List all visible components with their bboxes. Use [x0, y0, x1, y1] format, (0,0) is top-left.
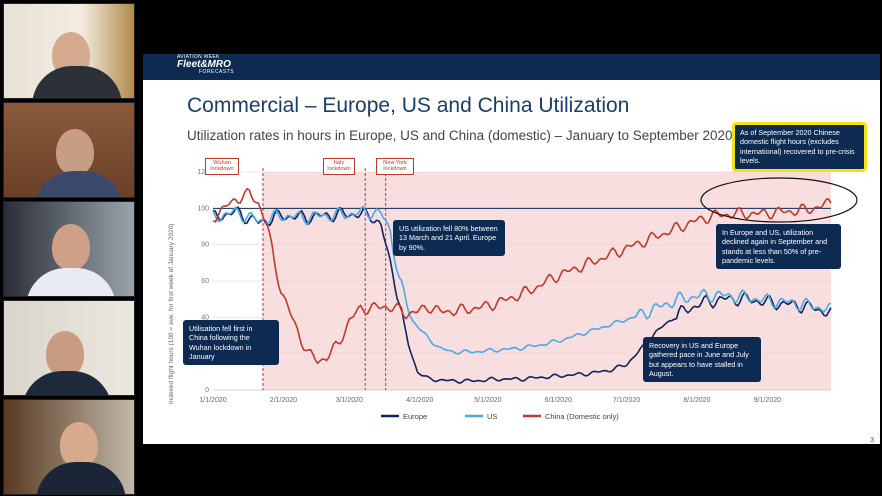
- video-tile-3[interactable]: [3, 201, 135, 297]
- chart-legend: Europe US China (Domestic only): [381, 412, 619, 421]
- page-number: 3: [870, 437, 874, 444]
- highlight-ellipse: [700, 177, 858, 223]
- y-tick-label: 80: [201, 242, 209, 249]
- y-tick-label: 0: [205, 387, 209, 394]
- y-axis-label: Indexed flight hours (100 = ave. for fir…: [168, 224, 175, 404]
- participant-face: [46, 331, 84, 377]
- participant-face: [56, 129, 94, 175]
- slide-title: Commercial – Europe, US and China Utiliz…: [187, 94, 630, 117]
- x-tick-label: 7/1/2020: [613, 397, 640, 404]
- callout-china-recovery: As of September 2020 Chinese domestic fl…: [732, 122, 867, 172]
- video-tile-4[interactable]: [3, 300, 135, 396]
- slide-header-bar: AVIATION WEEK Fleet&MRO FORECASTS: [143, 54, 880, 80]
- video-tile-5[interactable]: [3, 399, 135, 495]
- x-tick-label: 6/1/2020: [545, 397, 572, 404]
- x-tick-label: 2/1/2020: [270, 397, 297, 404]
- video-tile-2[interactable]: [3, 102, 135, 198]
- x-tick-label: 1/1/2020: [199, 397, 226, 404]
- callout-us-fell: US utilization fell 80% between 13 March…: [393, 220, 505, 257]
- callout-eu-us-decline: In Europe and US, utilization declined a…: [716, 224, 841, 270]
- event-label-wuhan: Wuhan lockdown: [205, 158, 239, 175]
- participant-face: [52, 224, 90, 270]
- x-tick-label: 5/1/2020: [474, 397, 501, 404]
- participant-face: [60, 422, 98, 468]
- x-tick-label: 3/1/2020: [336, 397, 363, 404]
- y-tick-label: 40: [201, 314, 209, 321]
- event-label-italy: Italy lockdown: [323, 158, 355, 175]
- y-tick-label: 100: [197, 205, 209, 212]
- x-tick-label: 4/1/2020: [406, 397, 433, 404]
- y-tick-label: 120: [197, 169, 209, 176]
- legend-label: China (Domestic only): [545, 412, 619, 421]
- event-label-newyork: New York lockdown: [376, 158, 414, 175]
- x-tick-label: 9/1/2020: [754, 397, 781, 404]
- series-line-us: [212, 205, 832, 355]
- legend-label: Europe: [403, 412, 427, 421]
- fleet-mro-logo: AVIATION WEEK Fleet&MRO FORECASTS: [177, 54, 235, 75]
- x-tick-label: 8/1/2020: [683, 397, 710, 404]
- shared-slide: AVIATION WEEK Fleet&MRO FORECASTS Commer…: [143, 54, 880, 444]
- slide-subtitle: Utilization rates in hours in Europe, US…: [187, 128, 733, 143]
- y-tick-label: 60: [201, 278, 209, 285]
- series-line-china: [212, 187, 832, 365]
- callout-china-first: Utilisation fell first in China followin…: [183, 320, 279, 366]
- video-tile-1[interactable]: [3, 3, 135, 99]
- callout-recovery: Recovery in US and Europe gathered pace …: [643, 337, 761, 383]
- legend-label: US: [487, 412, 497, 421]
- utilization-chart: 1/1/2020 2/1/2020 3/1/2020 4/1/2020 5/1/2020…: [168, 168, 858, 421]
